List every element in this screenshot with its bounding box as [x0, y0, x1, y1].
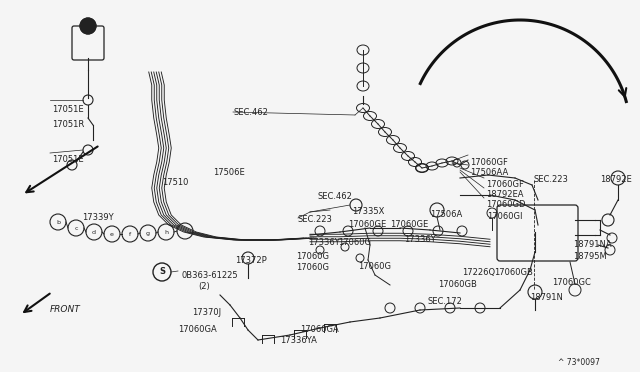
- Text: 17506E: 17506E: [213, 168, 244, 177]
- Circle shape: [80, 18, 96, 34]
- Text: f: f: [129, 231, 131, 237]
- Text: 17060G: 17060G: [296, 263, 329, 272]
- Text: 18791NA: 18791NA: [573, 240, 612, 249]
- Text: 18791N: 18791N: [530, 293, 563, 302]
- Text: 17060GB: 17060GB: [494, 268, 533, 277]
- Text: d: d: [92, 230, 96, 234]
- Text: 17510: 17510: [162, 178, 188, 187]
- Text: g: g: [146, 231, 150, 235]
- Text: 17370J: 17370J: [192, 308, 221, 317]
- Text: 18792EA: 18792EA: [486, 190, 524, 199]
- Text: 17060G: 17060G: [358, 262, 391, 271]
- Text: 17060GI: 17060GI: [487, 212, 522, 221]
- Text: 17051E: 17051E: [52, 155, 84, 164]
- Text: 17060GF: 17060GF: [486, 180, 524, 189]
- Text: 17335X: 17335X: [352, 207, 385, 216]
- Text: FRONT: FRONT: [50, 305, 81, 314]
- Text: 17060GA: 17060GA: [300, 325, 339, 334]
- Text: ^ 73*0097: ^ 73*0097: [558, 358, 600, 367]
- Text: 17051E: 17051E: [52, 105, 84, 114]
- Text: 17060G: 17060G: [338, 238, 371, 247]
- Text: 17339Y: 17339Y: [82, 213, 114, 222]
- Text: h: h: [164, 230, 168, 234]
- Text: 17506AA: 17506AA: [470, 168, 508, 177]
- Text: 18795M: 18795M: [573, 252, 607, 261]
- Text: 17336Y: 17336Y: [404, 235, 436, 244]
- Text: b: b: [56, 219, 60, 224]
- Text: c: c: [74, 225, 77, 231]
- Text: 17060GD: 17060GD: [486, 200, 525, 209]
- Text: 17051R: 17051R: [52, 120, 84, 129]
- Text: 17506A: 17506A: [430, 210, 462, 219]
- FancyBboxPatch shape: [72, 26, 104, 60]
- Text: S: S: [159, 267, 165, 276]
- Text: 17336YA: 17336YA: [280, 336, 317, 345]
- Text: SEC.172: SEC.172: [428, 297, 463, 306]
- Text: e: e: [110, 231, 114, 237]
- Text: SEC.223: SEC.223: [534, 175, 569, 184]
- Text: 18792E: 18792E: [600, 175, 632, 184]
- Text: 17336Y: 17336Y: [308, 238, 340, 247]
- Text: 17060GE: 17060GE: [348, 220, 387, 229]
- Text: SEC.223: SEC.223: [298, 215, 333, 224]
- Text: 17372P: 17372P: [235, 256, 267, 265]
- Text: 17060GF: 17060GF: [470, 158, 508, 167]
- Text: 17060GC: 17060GC: [552, 278, 591, 287]
- Text: SEC.462: SEC.462: [233, 108, 268, 117]
- Text: 17060G: 17060G: [296, 252, 329, 261]
- Text: 17226Q: 17226Q: [462, 268, 495, 277]
- Text: 17060GB: 17060GB: [438, 280, 477, 289]
- Text: 0B363-61225: 0B363-61225: [182, 271, 239, 280]
- Text: SEC.462: SEC.462: [318, 192, 353, 201]
- Text: 17060GE: 17060GE: [390, 220, 428, 229]
- Text: 17060GA: 17060GA: [178, 325, 217, 334]
- Text: (2): (2): [198, 282, 210, 291]
- FancyBboxPatch shape: [497, 205, 578, 261]
